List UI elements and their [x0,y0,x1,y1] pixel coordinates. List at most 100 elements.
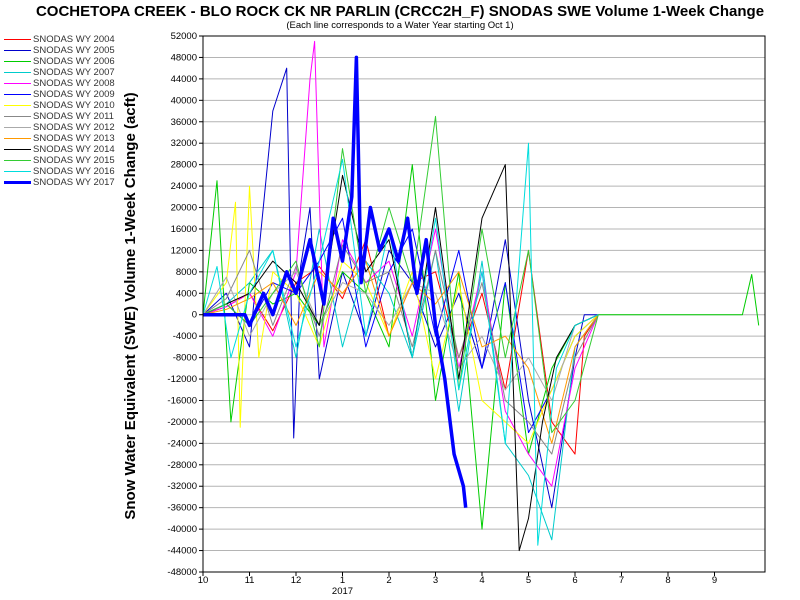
y-tick-label: 4000 [176,288,197,299]
legend-item: SNODAS WY 2016 [4,166,132,177]
y-tick-label: 28000 [171,160,197,171]
y-tick-label: -16000 [167,395,197,406]
legend-swatch [4,94,31,95]
y-tick-label: 44000 [171,74,197,85]
legend-label: SNODAS WY 2007 [33,67,115,78]
legend-item: SNODAS WY 2006 [4,56,132,67]
y-tick-label: 24000 [171,181,197,192]
x-tick-label: 11 [245,575,255,586]
x-year-label: 2017 [332,586,353,597]
series-lines [202,40,760,552]
series-line-snodas-wy-2005 [202,67,599,509]
legend-item: SNODAS WY 2009 [4,89,132,100]
legend-label: SNODAS WY 2009 [33,89,115,100]
series-line-snodas-wy-2006 [202,164,760,530]
legend: SNODAS WY 2004 SNODAS WY 2005 SNODAS WY 20… [4,34,132,188]
y-tick-label: -40000 [167,524,197,535]
legend-label: SNODAS WY 2015 [33,155,115,166]
legend-swatch [4,83,31,84]
x-tick-label: 6 [572,575,577,586]
legend-label: SNODAS WY 2008 [33,78,115,89]
series-line-snodas-wy-2017 [203,55,468,508]
legend-swatch [4,50,31,51]
x-tick-label: 3 [433,575,438,586]
y-tick-label: 40000 [171,95,197,106]
y-tick-label: 20000 [171,203,197,214]
y-axis-label: Snow Water Equivalent (SWE) Volume 1-Wee… [122,92,139,519]
y-tick-label: -44000 [167,546,197,557]
legend-item: SNODAS WY 2008 [4,78,132,89]
legend-item: SNODAS WY 2004 [4,34,132,45]
legend-swatch [4,116,31,117]
legend-label: SNODAS WY 2012 [33,122,115,133]
grid [203,35,765,573]
y-tick-label: 0 [192,310,197,321]
y-tick-label: 12000 [171,245,197,256]
y-tick-label: -36000 [167,503,197,514]
legend-item: SNODAS WY 2007 [4,67,132,78]
chart-title: COCHETOPA CREEK - BLO ROCK CK NR PARLIN … [35,3,765,20]
legend-label: SNODAS WY 2005 [33,45,115,56]
legend-label: SNODAS WY 2014 [33,144,115,155]
legend-swatch [4,105,31,106]
legend-item: SNODAS WY 2014 [4,144,132,155]
legend-label: SNODAS WY 2011 [33,111,114,122]
legend-swatch [4,138,31,139]
legend-label: SNODAS WY 2006 [33,56,115,67]
legend-label: SNODAS WY 2013 [33,133,115,144]
plot-frame [202,35,766,573]
x-tick-label: 12 [291,575,302,586]
series-line-snodas-wy-2008 [202,40,599,487]
series-line-snodas-wy-2016 [202,142,599,546]
x-tick-label: 5 [526,575,531,586]
x-tick-label: 8 [665,575,670,586]
series-line-snodas-wy-2015 [202,115,599,434]
legend-swatch [4,160,31,161]
legend-item: SNODAS WY 2010 [4,100,132,111]
x-tick-label: 4 [479,575,484,586]
x-tick-label: 1 [340,575,345,586]
legend-item: SNODAS WY 2011 [4,111,132,122]
legend-swatch [4,127,31,128]
y-axis: 5200048000440004000036000320002800024000… [167,31,203,578]
y-tick-label: -12000 [167,374,197,385]
y-tick-label: -24000 [167,438,197,449]
x-tick-label: 9 [712,575,717,586]
y-tick-label: -8000 [173,353,197,364]
legend-label: SNODAS WY 2004 [33,34,115,45]
x-tick-label: 10 [198,575,209,586]
y-tick-label: 32000 [171,138,197,149]
y-tick-label: 8000 [176,267,197,278]
y-tick-label: 36000 [171,117,197,128]
y-tick-label: 16000 [171,224,197,235]
legend-item: SNODAS WY 2017 [4,177,132,188]
series-line-snodas-wy-2012 [202,271,599,401]
y-tick-label: 52000 [171,31,197,42]
y-tick-label: -4000 [173,331,197,342]
x-tick-label: 2 [386,575,391,586]
legend-swatch [4,181,31,184]
x-tick-label: 7 [619,575,624,586]
legend-item: SNODAS WY 2013 [4,133,132,144]
legend-label: SNODAS WY 2010 [33,100,115,111]
y-tick-label: -32000 [167,481,197,492]
y-tick-label: 48000 [171,52,197,63]
legend-item: SNODAS WY 2015 [4,155,132,166]
legend-swatch [4,72,31,73]
legend-swatch [4,61,31,62]
y-tick-label: -20000 [167,417,197,428]
legend-item: SNODAS WY 2005 [4,45,132,56]
legend-swatch [4,149,31,150]
legend-label: SNODAS WY 2017 [33,177,115,188]
legend-swatch [4,171,31,172]
y-tick-label: -48000 [167,567,197,578]
legend-item: SNODAS WY 2012 [4,122,132,133]
legend-label: SNODAS WY 2016 [33,166,115,177]
series-line-snodas-wy-2013 [202,260,599,444]
series-line-snodas-wy-2007 [202,228,599,541]
y-tick-label: -28000 [167,460,197,471]
legend-swatch [4,39,31,40]
chart-subtitle: (Each line corresponds to a Water Year s… [286,20,514,31]
